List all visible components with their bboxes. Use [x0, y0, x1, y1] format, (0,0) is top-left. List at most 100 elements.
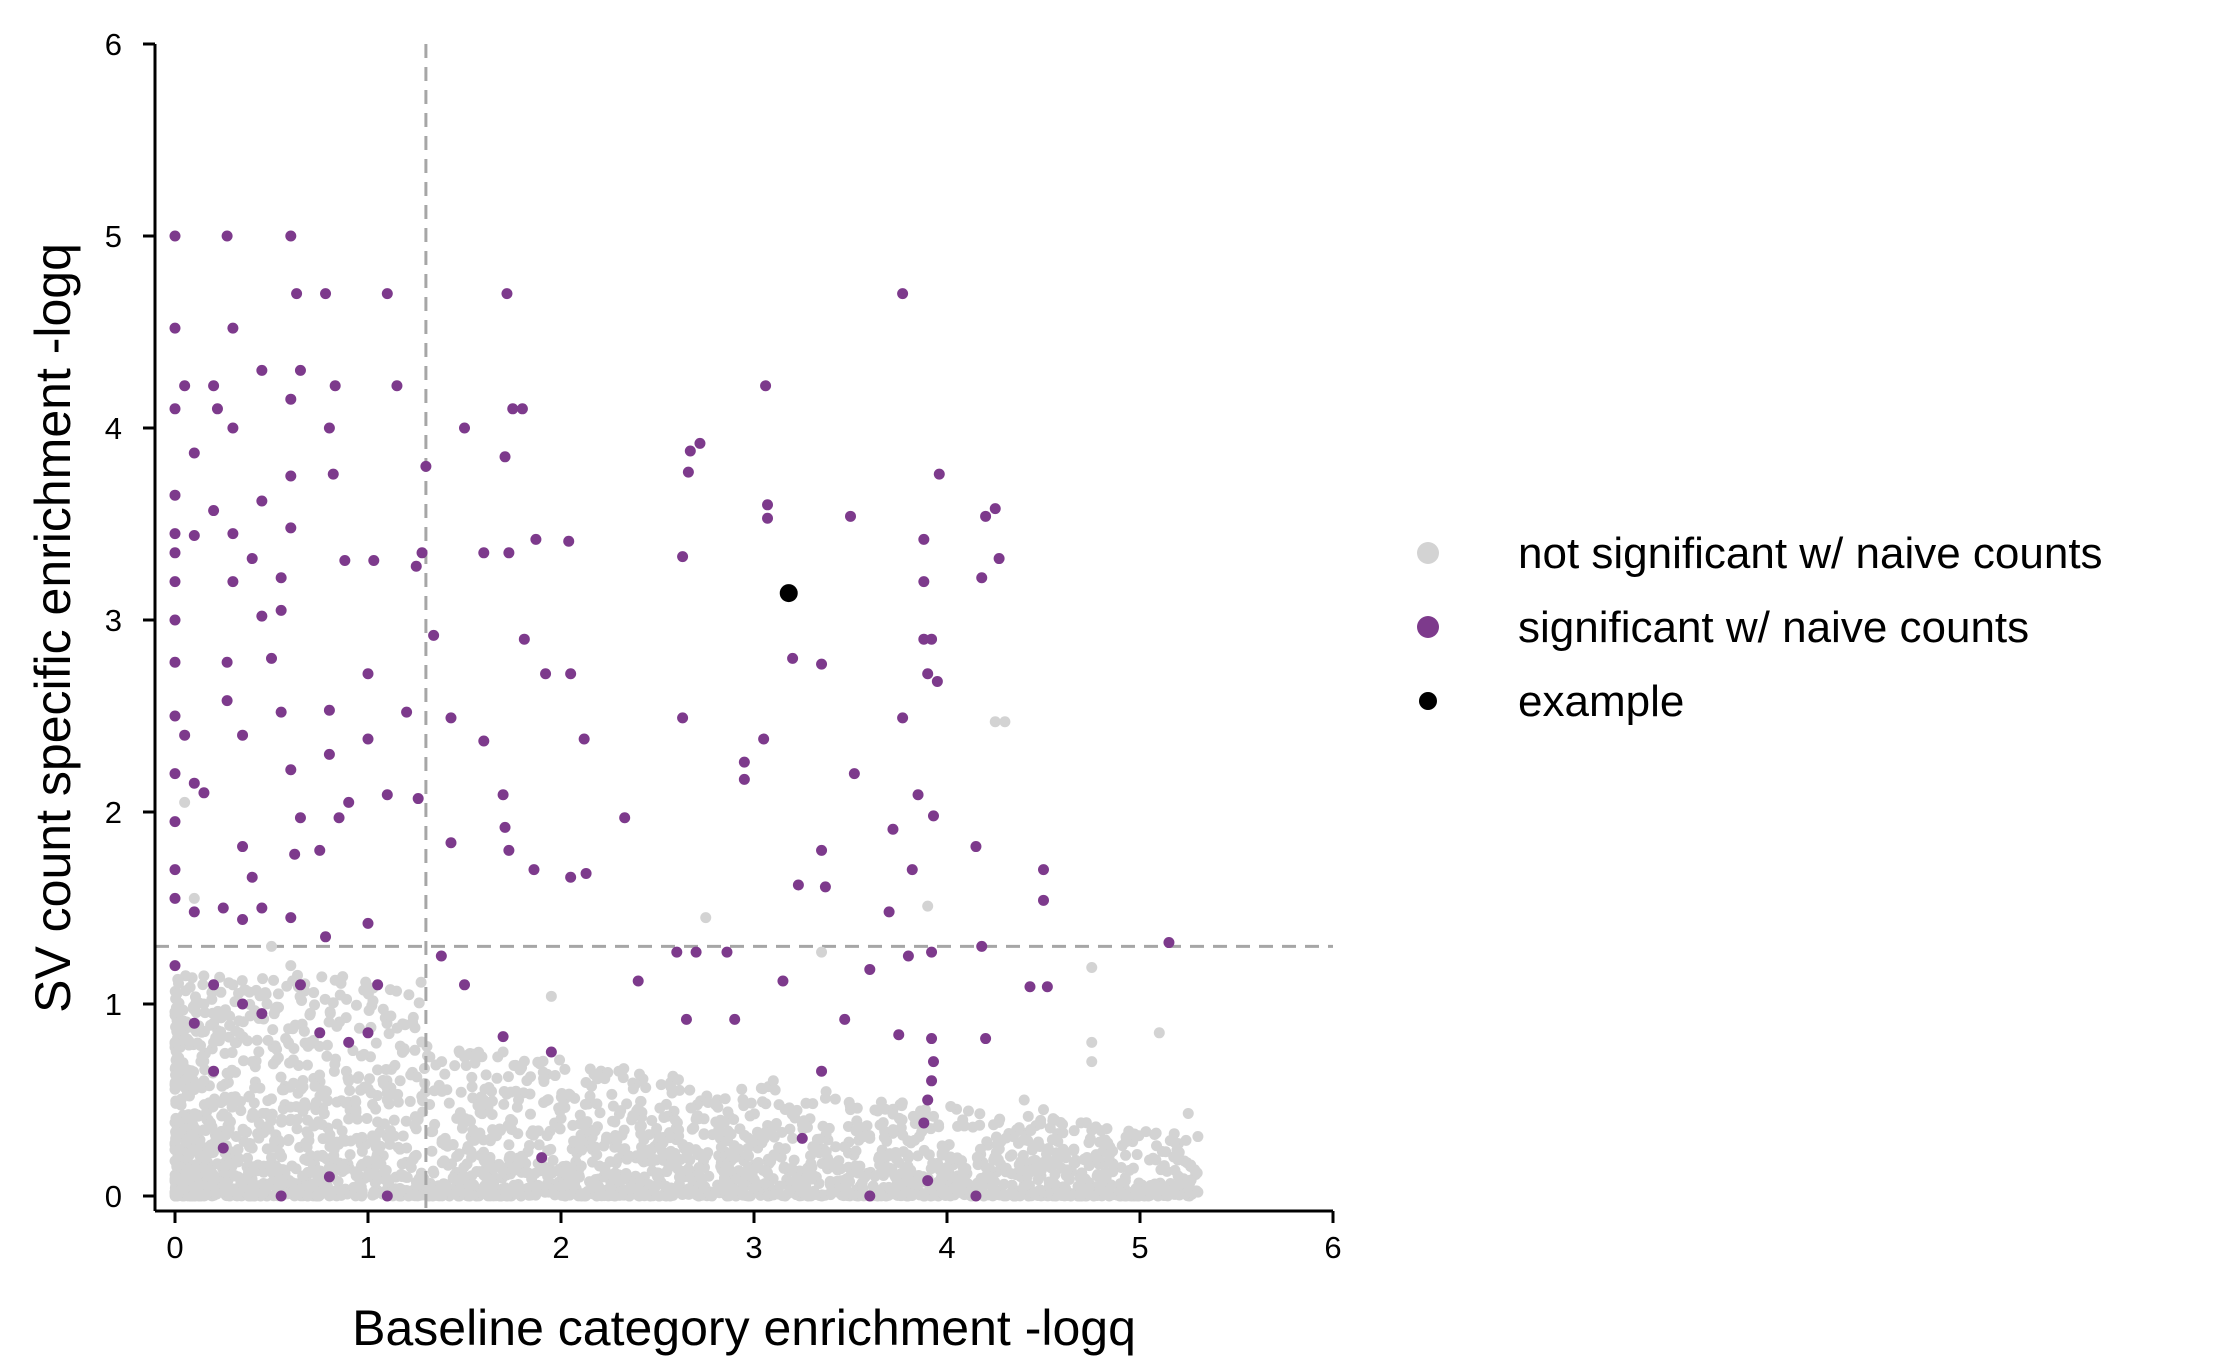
background-point: [541, 1129, 553, 1141]
point-not-significant: [1086, 1056, 1098, 1068]
background-point: [884, 1162, 896, 1174]
background-point: [626, 1114, 638, 1126]
point-significant: [565, 668, 577, 680]
background-point: [893, 1156, 905, 1168]
x-tick-label: 1: [359, 1230, 376, 1265]
point-significant: [762, 512, 774, 524]
point-significant: [343, 796, 355, 808]
background-point: [301, 1154, 313, 1166]
point-significant: [1163, 937, 1175, 949]
background-point: [589, 1125, 601, 1137]
point-significant: [762, 499, 774, 511]
point-significant: [926, 946, 938, 958]
point-significant: [275, 706, 287, 718]
background-point: [516, 1062, 528, 1074]
background-point: [335, 1185, 347, 1197]
point-significant: [760, 380, 772, 392]
point-not-significant: [1192, 1186, 1204, 1198]
point-significant: [497, 789, 509, 801]
background-point: [272, 1175, 284, 1187]
background-point: [829, 1093, 841, 1105]
background-point: [744, 1110, 756, 1122]
background-point: [394, 1075, 406, 1087]
background-point: [874, 1119, 886, 1131]
point-significant: [970, 841, 982, 853]
background-point: [1022, 1178, 1034, 1190]
point-not-significant: [266, 1152, 277, 1164]
background-point: [974, 1108, 986, 1120]
point-significant: [227, 422, 239, 434]
background-point: [1044, 1122, 1056, 1134]
background-point: [353, 1071, 365, 1083]
legend-marker: [1417, 616, 1439, 638]
background-point: [1034, 1140, 1046, 1152]
point-significant: [796, 1132, 808, 1144]
point-significant: [671, 946, 683, 958]
background-point: [198, 1099, 210, 1111]
background-point: [719, 1093, 731, 1105]
point-significant: [926, 633, 938, 645]
point-not-significant: [941, 1186, 953, 1198]
background-point: [380, 1063, 392, 1075]
background-point: [673, 1084, 685, 1096]
background-point: [990, 1146, 1002, 1158]
point-not-significant: [179, 1171, 191, 1183]
background-point: [1098, 1186, 1110, 1198]
background-point: [355, 1189, 367, 1201]
background-point: [436, 1085, 448, 1097]
background-point: [351, 1132, 363, 1144]
background-point: [957, 1166, 969, 1178]
background-point: [257, 973, 269, 985]
background-point: [1119, 1175, 1131, 1187]
background-point: [852, 1167, 864, 1179]
background-point: [173, 978, 185, 990]
background-point: [715, 1141, 727, 1153]
background-point: [301, 1059, 313, 1071]
background-point: [554, 1054, 566, 1066]
background-point: [1013, 1122, 1025, 1134]
point-not-significant: [410, 1123, 422, 1135]
point-significant: [169, 547, 181, 559]
background-point: [714, 1114, 726, 1126]
x-ticks: 0 1 2 3 4 5 6: [166, 1211, 1342, 1265]
background-point: [476, 1108, 488, 1120]
background-point: [221, 1067, 233, 1079]
background-point: [311, 1190, 323, 1202]
y-tick-label: 5: [105, 219, 122, 254]
background-point: [169, 1036, 181, 1048]
point-significant: [179, 380, 191, 392]
background-point: [480, 1069, 492, 1081]
background-point: [455, 1086, 467, 1098]
background-point: [247, 1109, 259, 1121]
point-significant: [478, 735, 490, 747]
background-point: [1173, 1189, 1185, 1201]
point-not-significant: [179, 796, 191, 808]
background-point: [606, 1088, 618, 1100]
background-point: [1172, 1170, 1184, 1182]
background-point: [907, 1110, 919, 1122]
point-not-significant: [323, 1132, 335, 1144]
point-significant: [362, 733, 374, 745]
background-point: [253, 1132, 265, 1144]
point-significant: [237, 914, 249, 926]
point-significant: [275, 604, 287, 616]
y-tick-label: 3: [105, 603, 122, 638]
point-significant: [1024, 981, 1036, 993]
point-significant: [565, 871, 577, 883]
background-point: [438, 1155, 450, 1167]
background-point: [338, 1133, 350, 1145]
background-point: [770, 1118, 782, 1130]
point-not-significant: [246, 1142, 258, 1154]
background-point: [527, 1125, 539, 1137]
background-point: [1022, 1110, 1034, 1122]
background-point: [532, 1056, 544, 1068]
background-point: [655, 1079, 667, 1091]
background-point: [463, 1188, 475, 1200]
point-significant: [188, 1017, 200, 1029]
background-point: [207, 1101, 219, 1113]
point-significant: [787, 652, 799, 664]
background-point: [243, 1091, 255, 1103]
background-point: [501, 1088, 513, 1100]
background-point: [416, 1090, 428, 1102]
background-point: [224, 1010, 236, 1022]
